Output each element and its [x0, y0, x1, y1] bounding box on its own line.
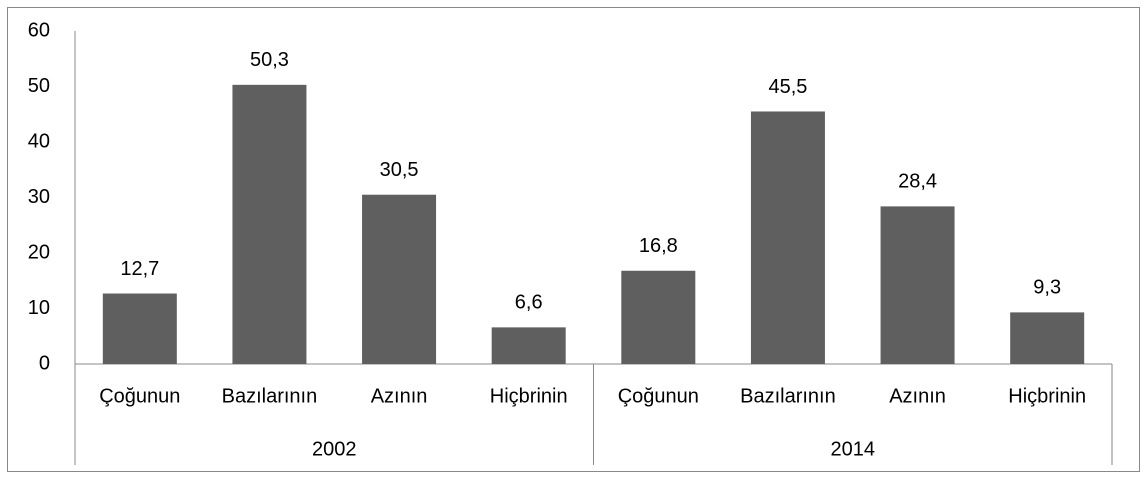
y-tick-label: 30 [28, 186, 50, 208]
data-label: 45,5 [768, 76, 807, 98]
bar [362, 194, 437, 364]
y-tick-label: 60 [28, 19, 50, 41]
bar [232, 84, 307, 365]
data-label: 30,5 [380, 159, 419, 181]
bar [1010, 312, 1085, 364]
x-tick-label: Azının [889, 385, 946, 407]
data-label: 6,6 [515, 292, 543, 314]
x-tick-label: Hiçbrinin [1008, 385, 1086, 407]
bar [491, 327, 566, 364]
x-tick-label: Hiçbrinin [490, 385, 568, 407]
bar [621, 270, 696, 364]
x-tick-label: Çoğunun [618, 385, 699, 407]
x-tick-label: Bazılarının [740, 385, 836, 407]
group-label: 2002 [312, 438, 357, 460]
x-tick-label: Çoğunun [99, 385, 180, 407]
y-tick-label: 0 [39, 352, 50, 374]
bar [102, 293, 177, 364]
data-label: 50,3 [250, 49, 289, 71]
y-tick-label: 10 [28, 297, 50, 319]
group-label: 2014 [831, 438, 876, 460]
bar [880, 206, 955, 364]
x-tick-label: Azının [371, 385, 428, 407]
y-tick-label: 20 [28, 241, 50, 263]
data-label: 16,8 [639, 235, 678, 257]
bar [750, 111, 825, 364]
data-label: 9,3 [1033, 277, 1061, 299]
x-tick-label: Bazılarının [222, 385, 318, 407]
data-label: 28,4 [898, 171, 937, 193]
y-tick-label: 40 [28, 130, 50, 152]
y-tick-label: 50 [28, 75, 50, 97]
data-label: 12,7 [120, 258, 159, 280]
